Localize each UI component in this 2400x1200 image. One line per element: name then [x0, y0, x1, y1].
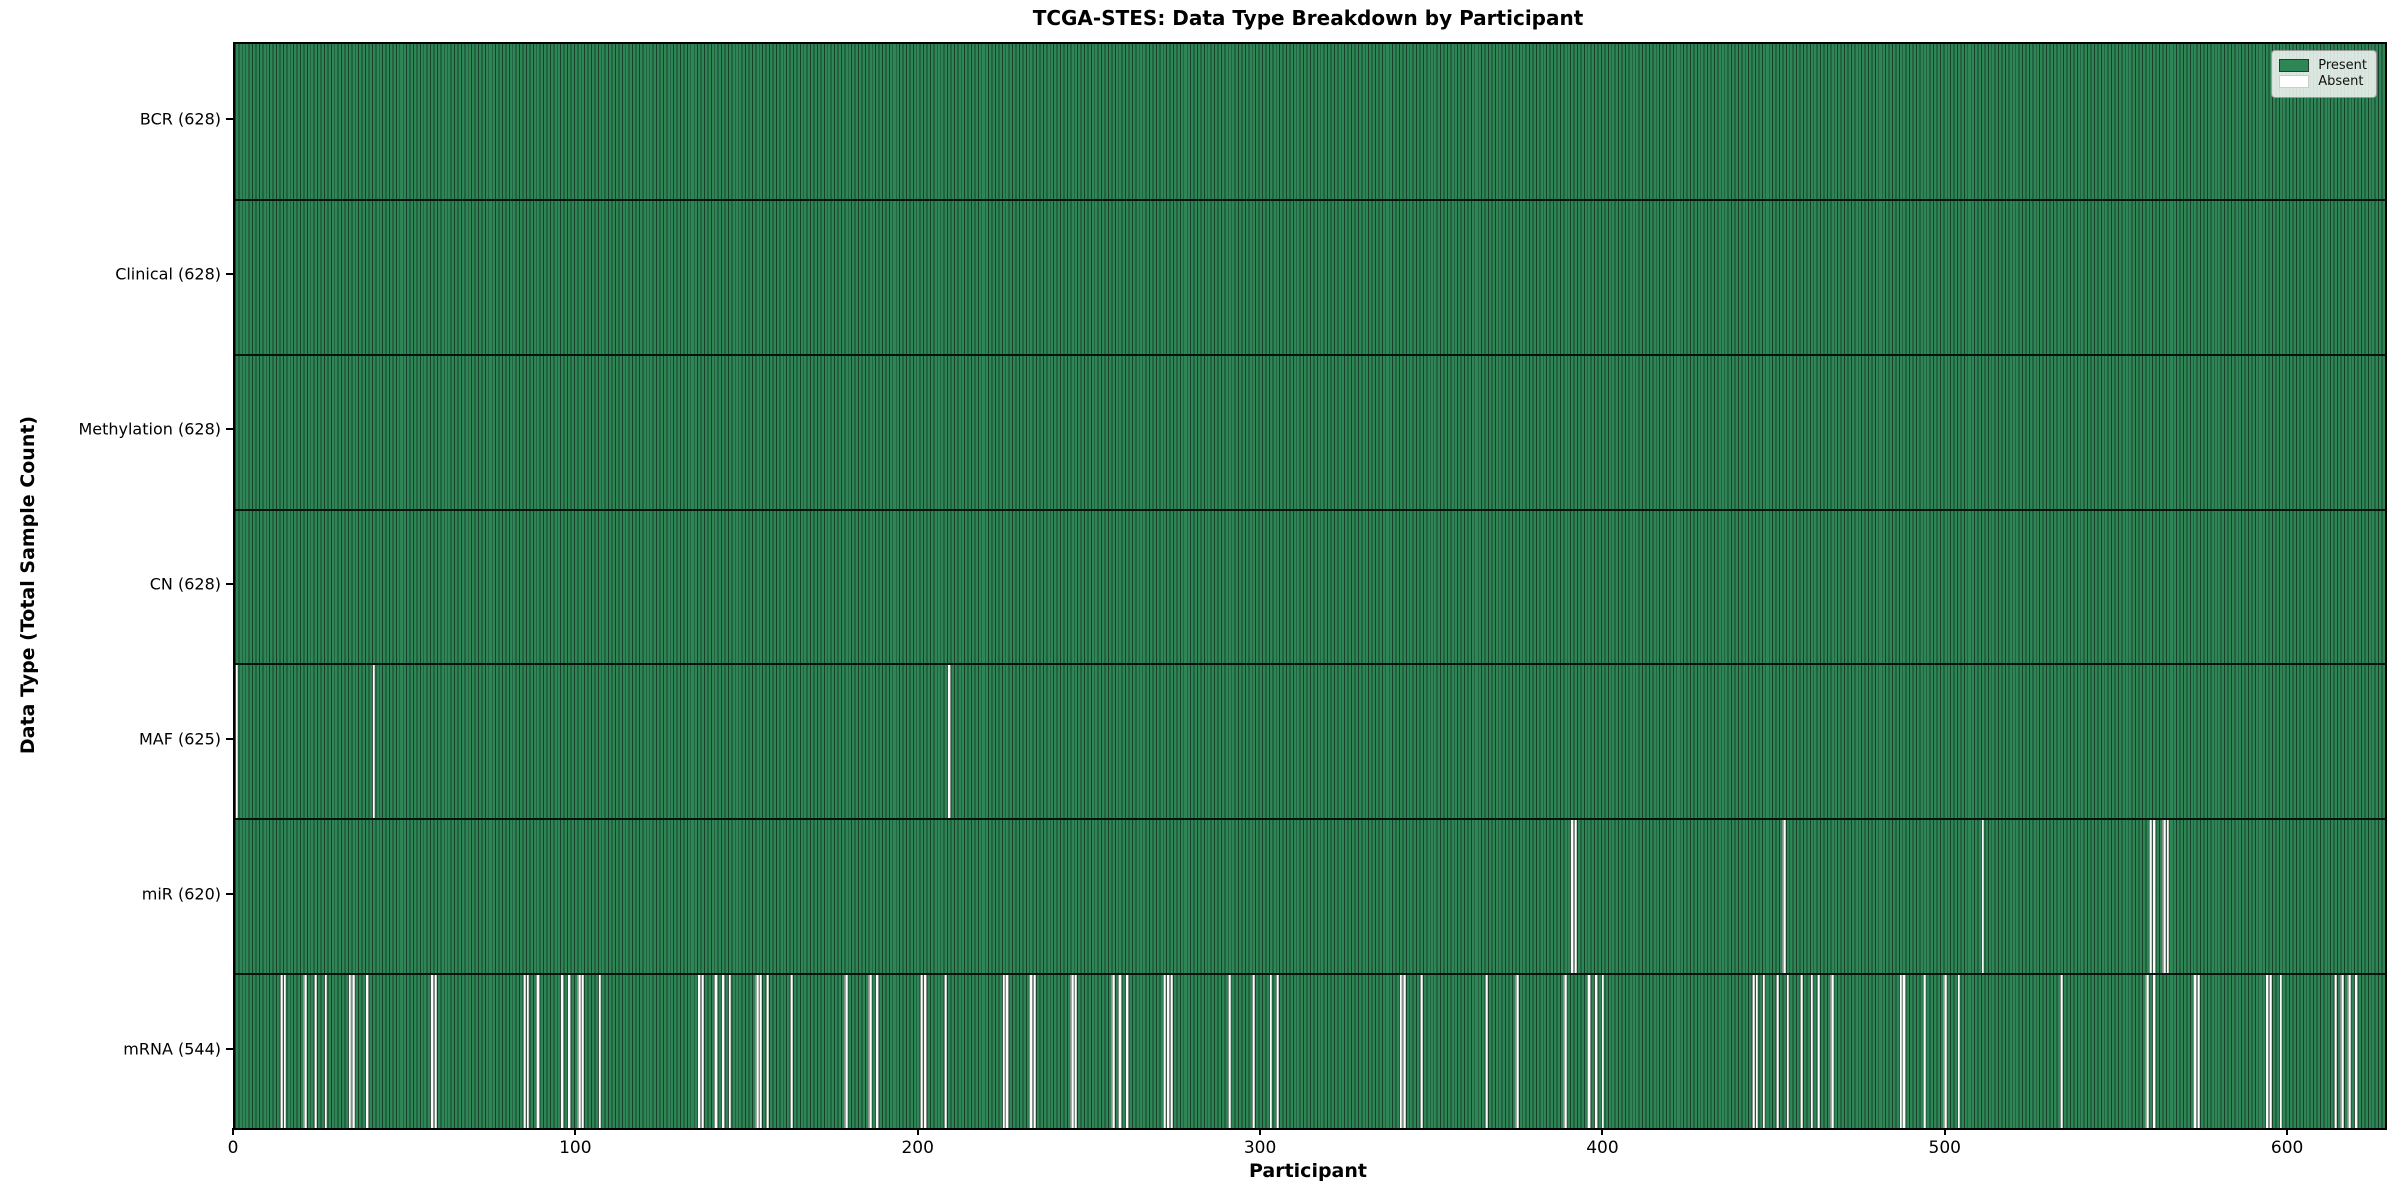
cell-edge-texture: [235, 665, 2385, 819]
legend: Present Absent: [2271, 50, 2377, 98]
y-tick-label-Methylation: Methylation (628): [78, 419, 221, 439]
y-tick-label-mRNA: mRNA (544): [123, 1039, 221, 1059]
cell-edge-texture: [235, 44, 2385, 199]
cell-edge-texture: [235, 820, 2385, 974]
x-axis-label: Participant: [1248, 1160, 1367, 1182]
legend-swatch-present: [2279, 59, 2310, 72]
y-tick-mark: [226, 428, 233, 431]
x-tick-label-400: 400: [1586, 1138, 1619, 1158]
legend-label-present: Present: [2318, 58, 2367, 73]
legend-item-absent: Absent: [2279, 75, 2367, 88]
cell-edge-texture: [235, 975, 2385, 1128]
heatmap-row-BCR: [235, 44, 2385, 199]
heatmap-row-mRNA: [235, 973, 2385, 1128]
heatmap-row-MAF: [235, 663, 2385, 819]
y-tick-label-CN: CN (628): [149, 574, 221, 594]
x-tick-mark: [232, 1128, 234, 1135]
x-tick-mark: [1943, 1128, 1946, 1135]
y-tick-mark: [226, 118, 233, 121]
x-tick-label-500: 500: [1928, 1138, 1962, 1158]
x-tick-mark: [574, 1128, 577, 1135]
legend-swatch-absent: [2279, 75, 2310, 88]
plot-area: Present Absent: [233, 42, 2387, 1130]
y-tick-mark: [226, 737, 233, 740]
y-tick-mark: [226, 273, 233, 276]
y-tick-label-BCR: BCR (628): [139, 109, 221, 129]
heatmap-row-Clinical: [235, 198, 2385, 354]
cell-edge-texture: [235, 510, 2385, 664]
chart-title: TCGA-STES: Data Type Breakdown by Partic…: [1032, 6, 1584, 30]
x-tick-mark: [1601, 1128, 1604, 1135]
cell-edge-texture: [235, 355, 2385, 509]
legend-label-absent: Absent: [2318, 74, 2364, 89]
cell-edge-texture: [235, 200, 2385, 354]
y-tick-mark: [226, 892, 233, 895]
x-tick-label-200: 200: [901, 1138, 934, 1158]
x-tick-mark: [916, 1128, 919, 1135]
legend-item-present: Present: [2279, 59, 2367, 72]
x-tick-label-100: 100: [559, 1138, 592, 1158]
x-tick-mark: [2286, 1128, 2289, 1135]
heatmap-row-miR: [235, 818, 2385, 974]
x-tick-label-0: 0: [227, 1138, 239, 1158]
y-tick-label-Clinical: Clinical (628): [115, 264, 221, 284]
x-tick-label-300: 300: [1243, 1138, 1277, 1158]
y-tick-mark: [226, 1047, 233, 1050]
y-tick-label-miR: miR (620): [141, 884, 221, 904]
x-tick-mark: [1259, 1128, 1262, 1135]
y-tick-mark: [226, 583, 233, 585]
x-tick-label-600: 600: [2270, 1138, 2304, 1158]
y-tick-label-MAF: MAF (625): [138, 729, 221, 749]
heatmap-row-CN: [235, 508, 2385, 664]
heatmap-row-Methylation: [235, 353, 2385, 509]
